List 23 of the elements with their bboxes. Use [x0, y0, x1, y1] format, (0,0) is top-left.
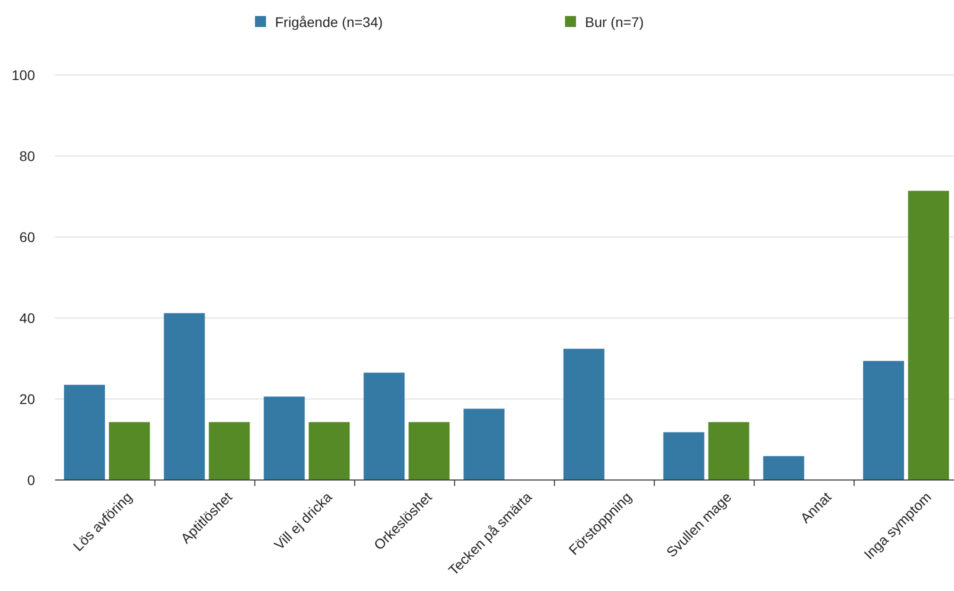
bar — [763, 456, 804, 480]
y-tick-label: 80 — [19, 148, 36, 164]
bar — [563, 348, 604, 480]
bar — [264, 396, 305, 480]
bar — [208, 422, 250, 480]
bar — [164, 313, 205, 480]
bar — [708, 422, 750, 480]
bar — [663, 432, 704, 480]
bar — [464, 408, 504, 480]
bar — [64, 384, 105, 480]
y-tick-label: 100 — [12, 66, 36, 83]
bar — [308, 422, 350, 480]
y-tick-label: 60 — [19, 228, 36, 245]
bar — [408, 422, 450, 480]
legend-label: Bur (n=7) — [585, 14, 644, 30]
bar — [108, 422, 150, 480]
bar — [908, 190, 950, 480]
y-tick-label: 20 — [19, 390, 36, 407]
bar — [364, 372, 405, 480]
y-tick-label: 40 — [19, 310, 36, 326]
bar — [863, 360, 904, 480]
legend-label: Frigående (n=34) — [275, 14, 383, 30]
y-tick-label: 0 — [27, 472, 36, 488]
